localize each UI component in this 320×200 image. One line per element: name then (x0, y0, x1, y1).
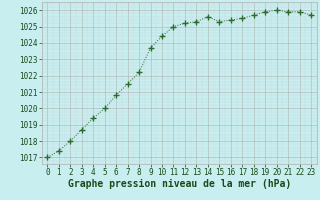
X-axis label: Graphe pression niveau de la mer (hPa): Graphe pression niveau de la mer (hPa) (68, 179, 291, 189)
